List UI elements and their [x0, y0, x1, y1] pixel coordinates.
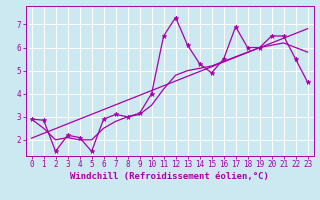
X-axis label: Windchill (Refroidissement éolien,°C): Windchill (Refroidissement éolien,°C) — [70, 172, 269, 181]
